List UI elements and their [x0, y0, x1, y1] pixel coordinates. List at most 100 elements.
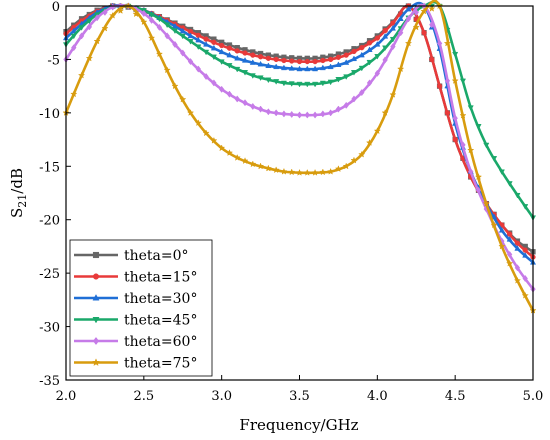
- data-point: [366, 79, 373, 87]
- legend-item: theta=15°: [74, 270, 197, 286]
- data-point: [327, 109, 334, 117]
- data-point: [257, 54, 264, 60]
- x-axis-label: Frequency/GHz: [239, 416, 358, 434]
- data-point: [366, 59, 373, 66]
- data-point: [78, 25, 85, 31]
- data-point: [326, 167, 335, 175]
- data-point: [77, 71, 86, 79]
- data-point: [265, 108, 272, 116]
- y-axis: 0 -5 -10 -15 -20 -25 -30 -35: [39, 0, 71, 389]
- data-point: [335, 105, 342, 113]
- data-point: [288, 81, 295, 87]
- data-point: [172, 40, 178, 48]
- data-point: [281, 57, 287, 64]
- legend-item: theta=60°: [74, 334, 197, 350]
- data-point: [521, 291, 529, 299]
- data-point: [273, 56, 279, 63]
- data-point: [203, 36, 209, 42]
- data-point: [382, 27, 388, 34]
- data-point: [187, 58, 194, 66]
- data-point: [436, 83, 443, 89]
- data-point: [365, 138, 374, 146]
- data-point: [187, 32, 194, 39]
- data-point: [498, 169, 505, 176]
- data-point: [507, 231, 513, 237]
- data-point: [382, 56, 388, 64]
- data-point: [280, 64, 287, 71]
- data-point: [203, 41, 210, 47]
- data-point: [281, 110, 287, 118]
- data-point: [468, 168, 474, 176]
- data-point: [140, 18, 148, 26]
- data-point: [85, 54, 93, 62]
- data-point: [218, 59, 225, 65]
- data-point: [180, 49, 186, 57]
- data-point: [234, 95, 240, 103]
- legend: theta=0° theta=15° theta=30° theta=45° theta…: [69, 239, 213, 377]
- data-point: [289, 58, 295, 64]
- data-point: [295, 168, 304, 176]
- data-point: [164, 22, 171, 29]
- data-point: [467, 105, 474, 111]
- data-point: [491, 213, 498, 220]
- data-point: [280, 80, 287, 87]
- legend-label: theta=45°: [124, 313, 197, 329]
- data-point: [467, 146, 475, 154]
- data-point: [234, 48, 240, 54]
- legend-swatch-marker: [92, 317, 100, 324]
- y-tick-label: -25: [39, 267, 60, 282]
- data-point: [335, 77, 342, 83]
- data-point: [490, 221, 498, 229]
- data-point: [358, 65, 365, 72]
- data-point: [429, 21, 435, 29]
- data-point: [156, 16, 163, 23]
- legend-label: theta=0°: [124, 248, 189, 264]
- data-point: [474, 173, 483, 181]
- data-point: [265, 62, 272, 69]
- data-point: [288, 168, 296, 176]
- data-point: [382, 45, 389, 52]
- data-point: [320, 57, 326, 64]
- y-tick-label: 0: [52, 0, 60, 15]
- data-point: [506, 236, 513, 242]
- data-point: [86, 18, 93, 25]
- data-point: [156, 23, 163, 31]
- data-point: [335, 61, 342, 67]
- data-point: [428, 4, 436, 12]
- data-point: [289, 110, 295, 118]
- x-tick-label: 2.5: [133, 389, 154, 404]
- data-point: [452, 114, 458, 122]
- data-point: [86, 23, 93, 31]
- legend-swatch-marker: [92, 251, 100, 259]
- y-tick-label: -15: [39, 160, 60, 175]
- data-point: [374, 54, 381, 60]
- data-point: [350, 70, 358, 76]
- data-point: [304, 65, 311, 72]
- data-point: [373, 127, 381, 135]
- data-point: [296, 111, 303, 119]
- data-point: [312, 81, 319, 88]
- data-point: [148, 16, 155, 24]
- data-point: [513, 276, 522, 284]
- data-point: [374, 69, 381, 77]
- data-point: [226, 90, 233, 98]
- data-point: [242, 50, 248, 56]
- data-point: [70, 90, 78, 98]
- data-point: [482, 199, 490, 207]
- legend-swatch-marker: [92, 273, 100, 280]
- data-point: [491, 156, 498, 162]
- data-point: [366, 46, 373, 52]
- data-point: [195, 36, 202, 43]
- data-point: [264, 164, 273, 172]
- data-point: [241, 57, 249, 63]
- data-point: [249, 160, 257, 168]
- data-point: [366, 40, 373, 46]
- data-point: [374, 35, 380, 41]
- data-point: [350, 55, 358, 62]
- data-point: [514, 240, 521, 246]
- data-point: [280, 167, 288, 175]
- data-point: [273, 109, 279, 117]
- data-point: [404, 39, 413, 47]
- data-point: [194, 119, 202, 127]
